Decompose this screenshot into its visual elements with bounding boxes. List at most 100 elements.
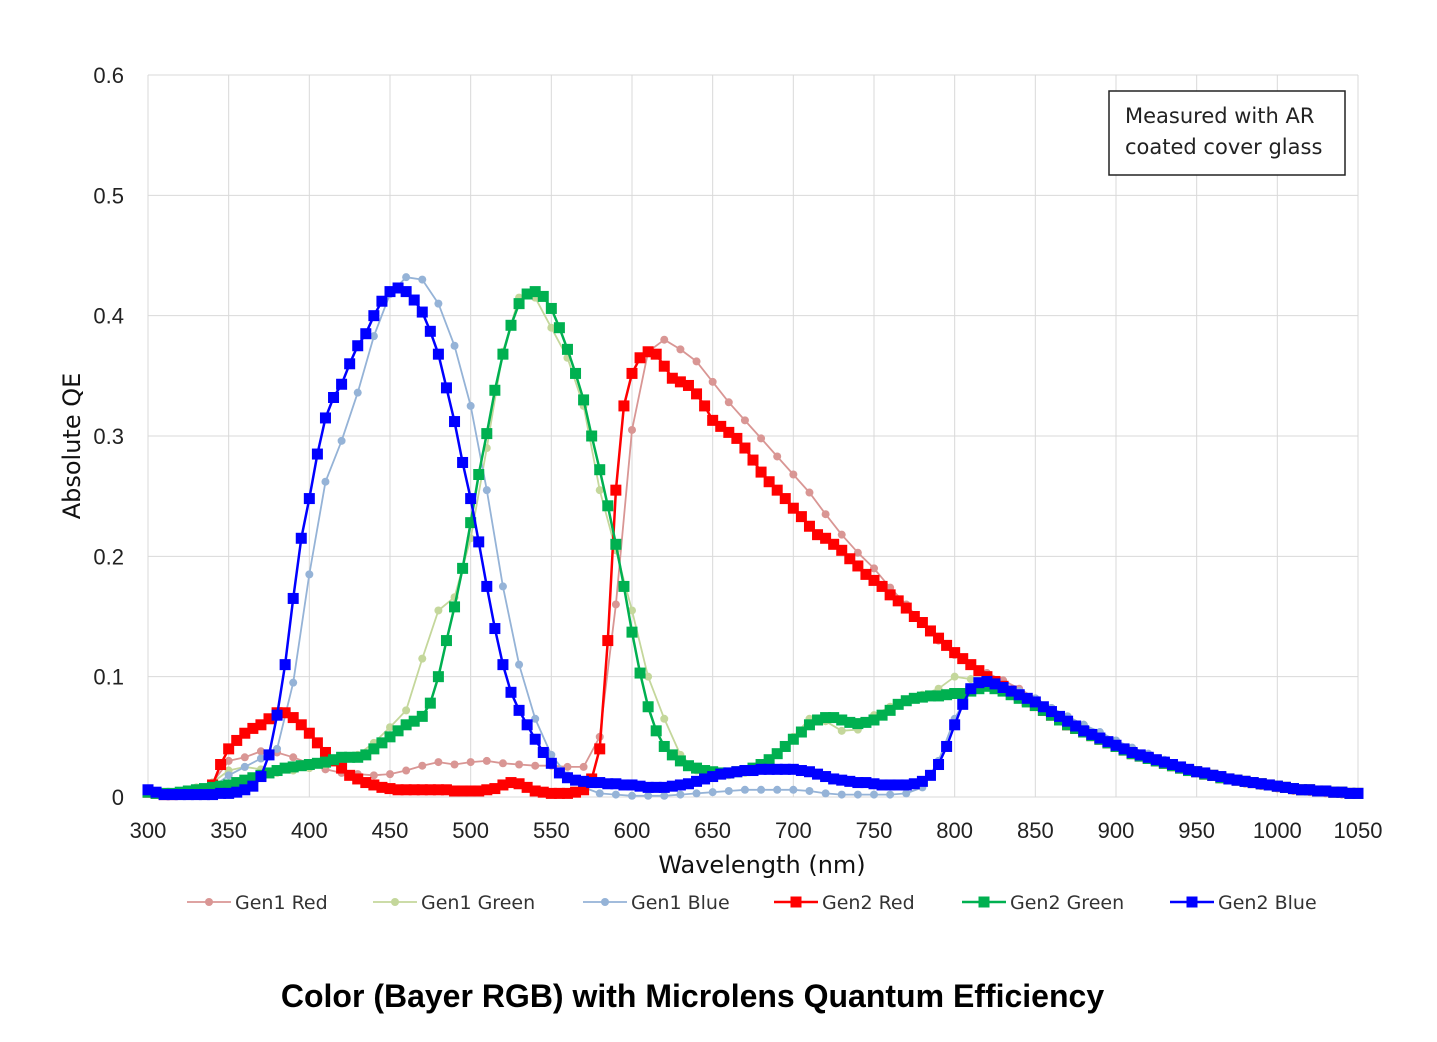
gen2-green-point xyxy=(682,760,694,772)
gen2-blue-point xyxy=(303,493,315,505)
gen2-blue-point xyxy=(1223,773,1235,785)
gen2-blue-point xyxy=(691,775,703,787)
gen2-green-point xyxy=(247,772,259,784)
gen1-blue-point xyxy=(692,789,701,798)
gen1-red-point xyxy=(386,770,394,779)
gen2-blue-point xyxy=(1158,756,1170,768)
gen2-green-point xyxy=(295,760,307,772)
x-tick-label: 1000 xyxy=(1253,818,1302,843)
gen2-red-point xyxy=(916,617,928,629)
gen2-red-point xyxy=(513,778,525,790)
gen2-red-point xyxy=(553,787,565,799)
gen2-red-point xyxy=(844,553,856,565)
gen2-blue-point xyxy=(473,536,485,548)
gen2-blue-point xyxy=(465,493,477,505)
gen2-blue-point xyxy=(198,789,210,801)
gen2-blue-point xyxy=(440,382,452,394)
gen2-red-point xyxy=(497,779,509,791)
gen2-blue-point xyxy=(699,773,711,785)
gen2-blue-point xyxy=(594,777,606,789)
y-tick-label: 0.6 xyxy=(93,63,124,88)
gen2-blue-point xyxy=(215,787,227,799)
x-tick-label: 800 xyxy=(936,818,973,843)
series-layer xyxy=(142,273,1364,801)
legend-swatch-marker xyxy=(978,896,990,908)
gen2-blue-point xyxy=(1312,785,1324,797)
gen1-blue-point xyxy=(628,791,636,800)
gen2-red-point xyxy=(400,784,412,796)
gen2-blue-point xyxy=(836,774,848,786)
gen2-blue-point xyxy=(618,779,630,791)
gen1-red-point xyxy=(821,510,830,519)
gen2-green-point xyxy=(368,743,380,755)
gen2-blue-point xyxy=(682,778,694,790)
gen2-red-point xyxy=(521,781,533,793)
x-axis-title: Wavelength (nm) xyxy=(658,851,865,879)
y-axis-title: Absolute QE xyxy=(58,373,86,520)
gen1-red-point xyxy=(837,530,846,539)
gen2-green-point xyxy=(578,394,590,406)
gen2-blue-point xyxy=(1336,786,1348,798)
gen2-blue-point xyxy=(1029,696,1041,708)
gen2-blue-point xyxy=(860,777,872,789)
gen2-red-point xyxy=(311,737,323,749)
gen2-red-point xyxy=(634,352,646,364)
gen2-red-point xyxy=(578,784,590,796)
y-tick-label: 0.4 xyxy=(93,304,124,329)
gen2-blue-point xyxy=(537,746,549,758)
gen2-green-point xyxy=(457,562,469,574)
x-tick-label: 500 xyxy=(452,818,489,843)
gen2-blue-point xyxy=(852,777,864,789)
gen2-red-point xyxy=(618,400,630,412)
gen2-blue-point xyxy=(1086,728,1098,740)
gen2-red-point xyxy=(933,632,945,644)
gen2-green-point xyxy=(868,714,880,726)
gen1-green-point xyxy=(950,672,959,681)
gen1-green-point xyxy=(402,706,411,715)
gen2-red-point xyxy=(650,348,662,360)
gen1-blue-point xyxy=(821,789,830,798)
gen2-blue-point xyxy=(1054,710,1066,722)
gen2-green-line xyxy=(147,290,1358,795)
gen2-red-point xyxy=(779,493,791,505)
gen2-blue-point xyxy=(997,681,1009,693)
gen2-blue-point xyxy=(1094,732,1106,744)
gen1-blue-point xyxy=(789,785,798,794)
legend-item-gen2-green: Gen2 Green xyxy=(962,892,1124,914)
gen1-blue-point xyxy=(466,401,475,410)
gen2-blue-point xyxy=(723,767,735,779)
gen2-blue-point xyxy=(949,719,961,731)
gen2-red-point xyxy=(247,722,259,734)
gen2-blue-point xyxy=(884,779,896,791)
legend-label: Gen1 Blue xyxy=(631,892,730,914)
gen2-blue-point xyxy=(279,659,291,671)
gen2-red-point xyxy=(319,746,331,758)
gen1-blue-point xyxy=(256,754,265,763)
gen2-green-point xyxy=(465,517,477,529)
gen2-blue-point xyxy=(739,765,751,777)
gen2-blue-point xyxy=(424,325,436,337)
gen1-blue-point xyxy=(450,341,459,350)
grid-lines xyxy=(147,74,1359,798)
gen2-red-point xyxy=(731,432,743,444)
gen2-red-point xyxy=(771,484,783,496)
gen2-blue-point xyxy=(1271,780,1283,792)
gen2-green-point xyxy=(287,761,299,773)
gen2-blue-point xyxy=(1255,778,1267,790)
gen2-blue-point xyxy=(336,378,348,390)
gen2-red-point xyxy=(973,665,985,677)
gen2-blue-point xyxy=(1231,774,1243,786)
gen1-blue-point xyxy=(547,750,556,759)
gen1-blue-point xyxy=(870,790,878,799)
gen2-blue-point xyxy=(763,763,775,775)
legend-item-gen1-red: Gen1 Red xyxy=(187,892,328,914)
gen2-red-point xyxy=(570,786,582,798)
gen2-blue-point xyxy=(328,391,340,403)
gen1-red-point xyxy=(676,345,685,354)
x-tick-label: 550 xyxy=(533,818,570,843)
gen2-green-point xyxy=(699,765,711,777)
gen1-red-point xyxy=(402,766,411,775)
y-tick-label: 0.2 xyxy=(93,544,124,569)
gen1-red-point xyxy=(579,762,588,771)
gen2-blue-point xyxy=(1304,784,1316,796)
